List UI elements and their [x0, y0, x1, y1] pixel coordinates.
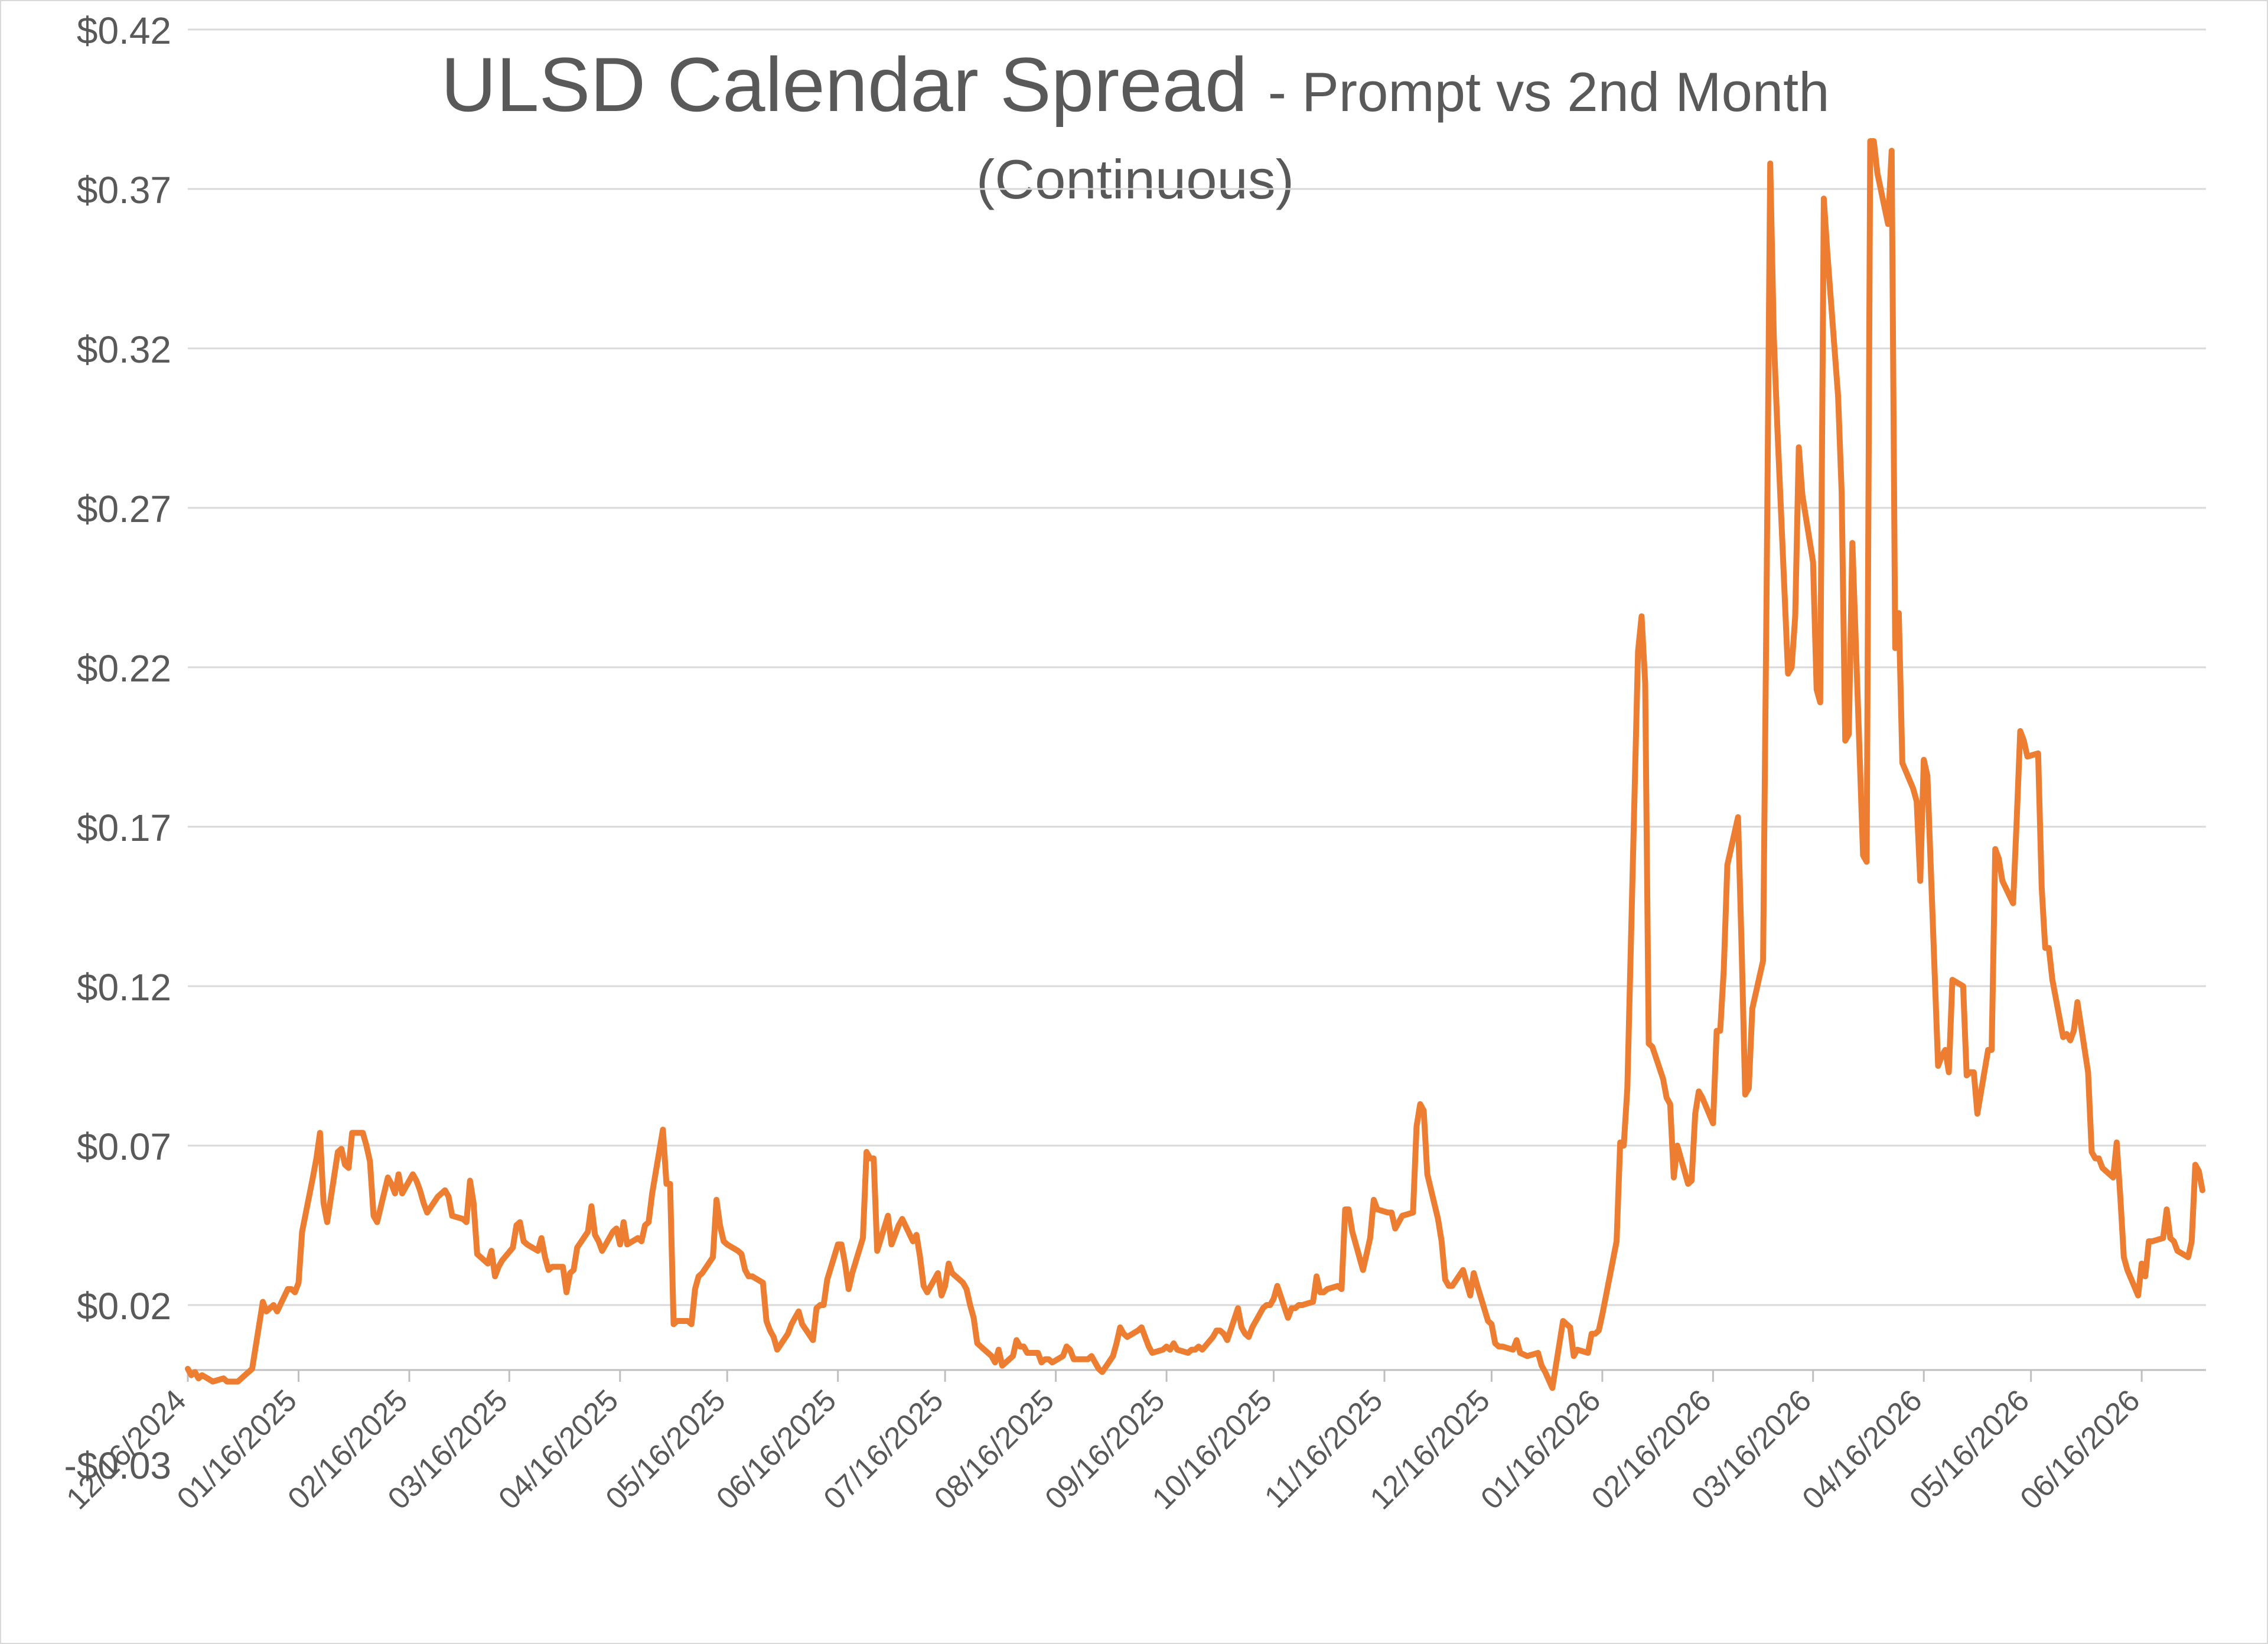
y-tick-label: $0.27	[77, 488, 171, 530]
y-tick-label: $0.02	[77, 1285, 171, 1327]
x-tick-label: 06/16/2026	[2014, 1383, 2147, 1516]
y-tick-label: $0.37	[77, 169, 171, 211]
x-tick-label: 01/16/2025	[171, 1383, 304, 1516]
y-tick-label: $0.17	[77, 807, 171, 849]
y-tick-label: $0.12	[77, 966, 171, 1009]
series-layer	[185, 138, 2205, 1391]
y-axis: -$0.03 $0.02 $0.07 $0.12 $0.17 $0.22 $0.27 $0.3…	[64, 9, 171, 1487]
chart-title: ULSD Calendar Spread - Prompt vs 2nd Mon…	[441, 41, 1829, 128]
y-tick-label: $0.22	[77, 647, 171, 690]
series-line	[185, 138, 2205, 1391]
gridlines	[188, 28, 2206, 1306]
y-tick-label: $0.07	[77, 1126, 171, 1168]
x-axis: 12/16/202401/16/202502/16/202503/16/2025…	[60, 1369, 2206, 1516]
chart-subtitle: (Continuous)	[976, 148, 1294, 210]
chart-title-main: ULSD Calendar Spread	[441, 41, 1247, 128]
x-tick-label: 01/16/2026	[1474, 1383, 1607, 1516]
y-tick-label: $0.32	[77, 328, 171, 371]
y-tick-label: -$0.03	[64, 1444, 171, 1487]
x-tick-label: 08/16/2025	[928, 1383, 1061, 1516]
y-tick-label: $0.42	[77, 9, 171, 52]
chart-title-suffix: - Prompt vs 2nd Month	[1268, 61, 1830, 123]
